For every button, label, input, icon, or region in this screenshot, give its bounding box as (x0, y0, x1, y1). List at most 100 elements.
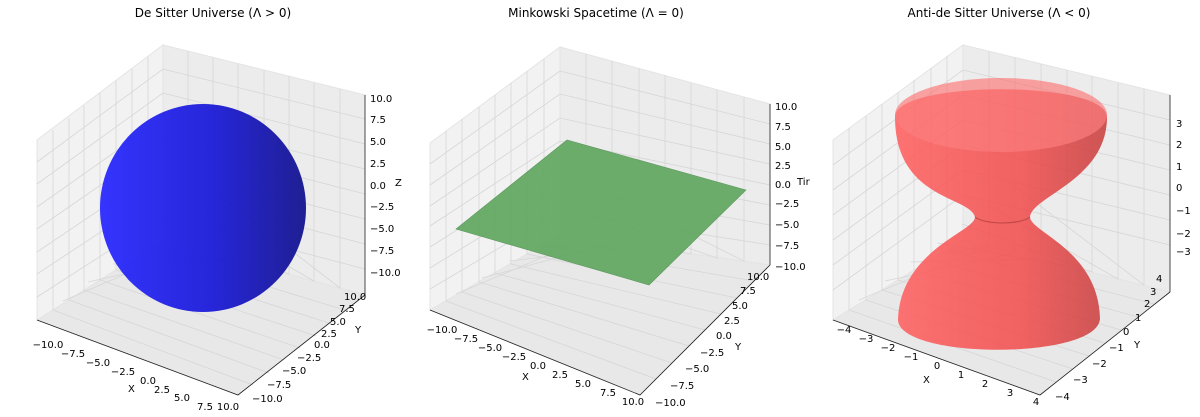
z-tick: −2.5 (370, 202, 394, 213)
z-tick: 7.5 (370, 115, 386, 126)
x-tick: 5.0 (174, 393, 190, 404)
z-tick: 5.0 (370, 137, 386, 148)
y-tick: −4 (1055, 392, 1070, 403)
z-tick: 7.5 (775, 122, 791, 133)
x-tick: −2.5 (111, 367, 135, 378)
z-tick: 10.0 (370, 94, 392, 105)
x-axis-label: X (128, 384, 135, 395)
z-tick: 5.0 (775, 142, 791, 153)
z-ticks: −10.0 −7.5 −5.0 −2.5 0.0 2.5 5.0 7.5 10.… (775, 102, 806, 273)
x-axis-label: X (923, 375, 930, 386)
y-ticks: −10.0 −7.5 −5.0 −2.5 0.0 2.5 5.0 7.5 10.… (655, 272, 769, 409)
z-tick: −7.5 (775, 241, 799, 252)
y-tick: −3 (1073, 375, 1088, 386)
z-tick: 3 (1176, 119, 1182, 130)
x-tick: 2.5 (552, 370, 568, 381)
y-tick: −5.0 (685, 364, 709, 375)
z-tick: −5.0 (370, 224, 394, 235)
y-tick: 3 (1150, 287, 1156, 298)
chart-title: Anti-de Sitter Universe (Λ < 0) (908, 6, 1091, 20)
chart-de-sitter: De Sitter Universe (Λ > 0) −10.0 −7.5 −5… (33, 6, 402, 413)
z-tick: −5.0 (775, 220, 799, 231)
x-tick: 7.5 (197, 402, 213, 413)
y-tick: −1 (1109, 343, 1124, 354)
sphere-surface (100, 104, 306, 312)
y-ticks: −10.0 −7.5 −5.0 −2.5 0.0 2.5 5.0 7.5 10.… (252, 292, 366, 405)
x-tick: −5.0 (86, 358, 110, 369)
z-tick: −7.5 (370, 246, 394, 257)
chart-minkowski: Minkowski Spacetime (Λ = 0) −10.0 −7.5 −… (427, 6, 811, 409)
y-tick: 7.5 (339, 304, 355, 315)
y-tick: 10.0 (747, 272, 769, 283)
chart-anti-de-sitter: Anti-de Sitter Universe (Λ < 0) −4 −3 −2… (831, 6, 1191, 408)
x-tick: 3 (1007, 388, 1013, 399)
plane-surface (455, 139, 747, 286)
z-tick: 2.5 (370, 159, 386, 170)
x-tick: −10.0 (427, 325, 458, 336)
x-tick: 1 (958, 370, 964, 381)
y-axis-label: Y (1133, 340, 1141, 351)
x-tick: −4 (837, 325, 852, 336)
y-axis-label: Y (734, 342, 742, 353)
z-tick: −2.5 (775, 199, 799, 210)
hyperboloid-body (895, 89, 1107, 350)
x-tick: −7.5 (61, 349, 85, 360)
y-tick: 2 (1144, 299, 1150, 310)
x-tick: 10.0 (217, 402, 239, 413)
chart-title: Minkowski Spacetime (Λ = 0) (508, 6, 684, 20)
x-tick: −2 (881, 343, 896, 354)
x-tick: −7.5 (454, 334, 478, 345)
z-tick: −2 (1176, 229, 1191, 240)
y-tick: 7.5 (740, 286, 756, 297)
y-tick: 5.0 (732, 301, 748, 312)
z-axis-label: Tir (796, 177, 811, 188)
x-tick: 0.0 (530, 361, 546, 372)
z-tick: 1 (1176, 162, 1182, 173)
hyperboloid-surface (895, 78, 1107, 350)
y-tick: 10.0 (344, 292, 366, 303)
y-tick: −10.0 (252, 394, 283, 405)
x-tick: −2.5 (502, 352, 526, 363)
y-tick: −5.0 (282, 366, 306, 377)
y-ticks: −4 −3 −2 −1 0 1 2 3 4 (1055, 274, 1162, 403)
x-tick: 5.0 (575, 379, 591, 390)
z-tick: −10.0 (370, 268, 401, 279)
y-tick: 2.5 (724, 316, 740, 327)
axis-edges (832, 95, 1171, 396)
y-tick: 2.5 (321, 329, 337, 340)
y-tick: 0.0 (716, 331, 732, 342)
y-axis-label: Y (354, 325, 362, 336)
z-tick: 2.5 (775, 161, 791, 172)
y-tick: −7.5 (267, 380, 291, 391)
z-tick: 0 (1176, 183, 1182, 194)
x-tick: −1 (904, 352, 919, 363)
x-tick: 4 (1033, 397, 1039, 408)
y-tick: 0.0 (314, 340, 330, 351)
z-tick: −3 (1176, 247, 1191, 258)
axis-edges (36, 95, 366, 396)
y-tick: −2.5 (297, 353, 321, 364)
x-tick: 2 (982, 379, 988, 390)
hyperboloid-waist (974, 216, 1031, 224)
y-tick: −10.0 (655, 398, 686, 409)
y-tick: −7.5 (670, 381, 694, 392)
x-tick: 10.0 (622, 397, 644, 408)
z-ticks: −10.0 −7.5 −5.0 −2.5 0.0 2.5 5.0 7.5 10.… (370, 94, 401, 279)
z-tick: −1 (1176, 206, 1191, 217)
x-ticks: −10.0 −7.5 −5.0 −2.5 0.0 2.5 5.0 7.5 10.… (33, 340, 239, 413)
y-tick: −2 (1092, 359, 1107, 370)
z-tick: 10.0 (775, 102, 797, 113)
x-tick: 2.5 (154, 385, 170, 396)
x-tick: −10.0 (33, 340, 64, 351)
x-axis-label: X (522, 372, 529, 383)
z-tick: 0.0 (370, 181, 386, 192)
z-tick: −10.0 (775, 262, 806, 273)
z-tick: 0.0 (775, 180, 791, 191)
x-tick: 0 (934, 361, 940, 372)
x-ticks: −10.0 −7.5 −5.0 −2.5 0.0 2.5 5.0 7.5 10.… (427, 325, 644, 408)
z-axis-label: Z (395, 178, 402, 189)
x-tick: −5.0 (478, 343, 502, 354)
y-tick: 5.0 (330, 317, 346, 328)
x-ticks: −4 −3 −2 −1 0 1 2 3 4 (837, 325, 1040, 408)
